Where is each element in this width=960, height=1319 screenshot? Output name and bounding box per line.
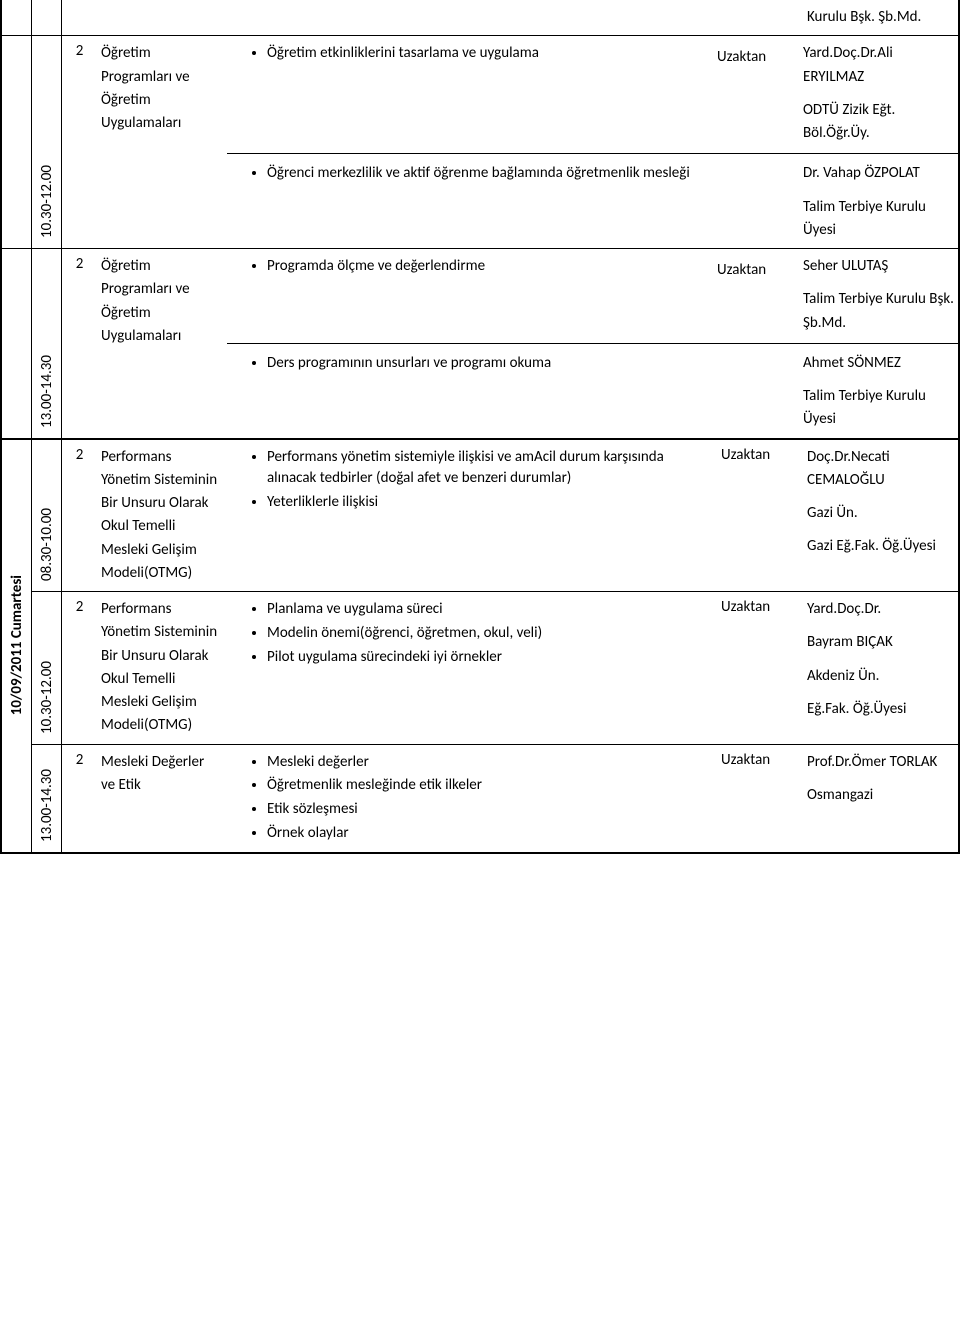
bullet-item: Öğrenci merkezlilik ve aktif öğrenme bağ… — [267, 162, 709, 186]
time-cell: 13.00-14.30 — [32, 745, 62, 852]
bullet-list-wrap: Mesleki değerlerÖğretmenlik mesleğinde e… — [231, 751, 709, 846]
content-block: Öğrenci merkezlilik ve aktif öğrenme bağ… — [227, 153, 958, 242]
date-cell — [2, 36, 32, 248]
time-label: 13.00-14.30 — [38, 769, 56, 842]
person-cell: Ahmet SÖNMEZTalim Terbiye Kurulu Üyesi — [799, 352, 954, 432]
bullet-item: Etik sözleşmesi — [267, 798, 709, 822]
num-cell: 2 — [62, 36, 97, 248]
date-cell — [2, 249, 32, 438]
content-cell: Planlama ve uygulama süreciModelin önemi… — [227, 592, 713, 744]
date-label: 10/09/2011 Cumartesi — [8, 575, 26, 715]
time-cell — [32, 0, 62, 35]
mode-cell: Uzaktan — [713, 745, 803, 852]
num-cell — [62, 0, 97, 35]
bullet-item: Performans yönetim sistemiyle ilişkisi v… — [267, 446, 709, 492]
bullet-list: Öğretim etkinliklerini tasarlama ve uygu… — [231, 42, 709, 66]
schedule-table: Kurulu Bşk. Şb.Md.10.30-12.002Öğretim Pr… — [0, 0, 960, 854]
content-cell: Mesleki değerlerÖğretmenlik mesleğinde e… — [227, 745, 713, 852]
time-label: 10.30-12.00 — [38, 661, 56, 734]
bullet-list-wrap: Planlama ve uygulama süreciModelin önemi… — [231, 598, 709, 669]
bullet-list-wrap: Öğretim etkinliklerini tasarlama ve uygu… — [231, 42, 709, 145]
content-block: Ders programının unsurları ve programı o… — [227, 343, 958, 432]
bullet-item: Öğretmenlik mesleğinde etik ilkeler — [267, 774, 709, 798]
content-cell: Öğretim etkinliklerini tasarlama ve uygu… — [227, 36, 958, 248]
bullet-list: Programda ölçme ve değerlendirme — [231, 255, 709, 279]
topic-cell: Performans Yönetim Sisteminin Bir Unsuru… — [97, 592, 227, 744]
time-label: 10.30-12.00 — [38, 165, 56, 238]
topic-cell: Mesleki Değerler ve Etik — [97, 745, 227, 852]
date-cell — [2, 0, 32, 35]
person-cell: Doç.Dr.Necati CEMALOĞLUGazi Ün.Gazi Eğ.F… — [803, 440, 958, 592]
person-cell: Seher ULUTAŞTalim Terbiye Kurulu Bşk. Şb… — [799, 255, 954, 335]
person-cell: Kurulu Bşk. Şb.Md. — [803, 0, 958, 35]
bullet-list-wrap: Performans yönetim sistemiyle ilişkisi v… — [231, 446, 709, 515]
person-cell: Dr. Vahap ÖZPOLATTalim Terbiye Kurulu Üy… — [799, 162, 954, 242]
bullet-item: Ders programının unsurları ve programı o… — [267, 352, 709, 376]
bullet-item: Mesleki değerler — [267, 751, 709, 775]
num-cell: 2 — [62, 249, 97, 438]
num-cell: 2 — [62, 745, 97, 852]
num-cell: 2 — [62, 440, 97, 592]
bullet-list: Ders programının unsurları ve programı o… — [231, 352, 709, 376]
mode-cell: Uzaktan — [713, 592, 803, 744]
bullet-item: Öğretim etkinliklerini tasarlama ve uygu… — [267, 42, 709, 66]
content-cell — [227, 0, 713, 35]
content-block: Performans yönetim sistemiyle ilişkisi v… — [227, 446, 713, 515]
bullet-list-wrap: Öğrenci merkezlilik ve aktif öğrenme bağ… — [231, 162, 709, 242]
mode-cell — [709, 352, 799, 432]
time-cell: 10.30-12.00 — [32, 592, 62, 744]
topic-cell: Performans Yönetim Sisteminin Bir Unsuru… — [97, 440, 227, 592]
bullet-list: Öğrenci merkezlilik ve aktif öğrenme bağ… — [231, 162, 709, 186]
mode-cell — [713, 0, 803, 35]
mode-cell: Uzaktan — [709, 255, 799, 335]
time-label: 08.30-10.00 — [38, 508, 56, 581]
content-cell: Programda ölçme ve değerlendirmeUzaktanS… — [227, 249, 958, 438]
time-label: 13.00-14.30 — [38, 355, 56, 428]
bullet-list: Performans yönetim sistemiyle ilişkisi v… — [231, 446, 709, 515]
bullet-item: Pilot uygulama sürecindeki iyi örnekler — [267, 646, 709, 670]
person-cell: Yard.Doç.Dr.Bayram BIÇAKAkdeniz Ün.Eğ.Fa… — [803, 592, 958, 744]
bullet-list: Mesleki değerlerÖğretmenlik mesleğinde e… — [231, 751, 709, 846]
date-cell: 10/09/2011 Cumartesi — [2, 440, 32, 852]
topic-cell: Öğretim Programları ve Öğretim Uygulamal… — [97, 249, 227, 438]
mode-cell: Uzaktan — [709, 42, 799, 145]
bullet-item: Modelin önemi(öğrenci, öğretmen, okul, v… — [267, 622, 709, 646]
topic-cell — [97, 0, 227, 35]
time-cell: 10.30-12.00 — [32, 36, 62, 248]
bullet-item: Yeterliklerle ilişkisi — [267, 491, 709, 515]
time-cell: 13.00-14.30 — [32, 249, 62, 438]
num-cell: 2 — [62, 592, 97, 744]
content-block: Planlama ve uygulama süreciModelin önemi… — [227, 598, 713, 669]
bullet-list-wrap: Programda ölçme ve değerlendirme — [231, 255, 709, 335]
time-cell: 08.30-10.00 — [32, 440, 62, 592]
person-cell: Yard.Doç.Dr.Ali ERYILMAZODTÜ Zizik Eğt. … — [799, 42, 954, 145]
bullet-item: Programda ölçme ve değerlendirme — [267, 255, 709, 279]
content-block: Mesleki değerlerÖğretmenlik mesleğinde e… — [227, 751, 713, 846]
content-block: Öğretim etkinliklerini tasarlama ve uygu… — [227, 42, 958, 145]
content-cell: Performans yönetim sistemiyle ilişkisi v… — [227, 440, 713, 592]
topic-cell: Öğretim Programları ve Öğretim Uygulamal… — [97, 36, 227, 248]
bullet-list: Planlama ve uygulama süreciModelin önemi… — [231, 598, 709, 669]
mode-cell: Uzaktan — [713, 440, 803, 592]
person-cell: Prof.Dr.Ömer TORLAKOsmangazi — [803, 745, 958, 852]
mode-cell — [709, 162, 799, 242]
content-block: Programda ölçme ve değerlendirmeUzaktanS… — [227, 255, 958, 335]
bullet-item: Örnek olaylar — [267, 822, 709, 846]
bullet-item: Planlama ve uygulama süreci — [267, 598, 709, 622]
bullet-list-wrap: Ders programının unsurları ve programı o… — [231, 352, 709, 432]
